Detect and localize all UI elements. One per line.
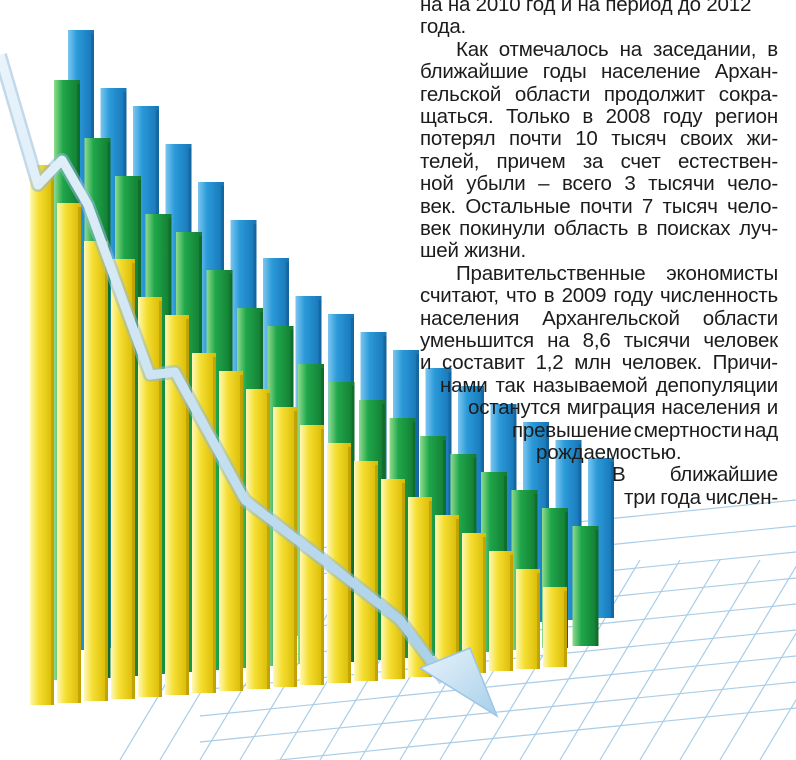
yellow-bar <box>489 551 513 671</box>
bar-shadow <box>107 142 111 678</box>
grid-line <box>559 559 681 760</box>
green-bar <box>572 526 599 646</box>
bar-shadow <box>448 372 452 628</box>
bar-shadow <box>240 375 243 691</box>
bar-shadow <box>294 411 297 687</box>
bar-shadow <box>186 319 189 695</box>
grid-line <box>599 559 721 760</box>
bar-shadow <box>564 591 567 667</box>
yellow-bar <box>516 569 540 669</box>
bar-shadow <box>105 245 108 701</box>
grid-line <box>639 559 761 760</box>
bar-shadow <box>402 483 405 679</box>
yellow-bar <box>354 461 378 681</box>
bar-shadow <box>351 386 355 662</box>
bar-shadow <box>78 207 81 703</box>
bar-shadow <box>510 555 513 671</box>
grid-line <box>273 707 796 760</box>
bar-shadow <box>159 301 162 697</box>
bar-shadow <box>51 169 54 705</box>
bar-shadow <box>375 465 378 681</box>
bar-shadow <box>595 530 599 646</box>
yellow-bar <box>435 515 459 675</box>
bar-series-group <box>30 30 614 705</box>
downward-trend-arrow <box>0 53 499 718</box>
yellow-bar <box>273 407 297 687</box>
yellow-bar <box>84 241 108 701</box>
bar-shadow <box>348 447 351 683</box>
yellow-bar <box>30 165 54 705</box>
yellow-bar <box>381 479 405 679</box>
yellow-bar <box>246 389 270 689</box>
grid-line <box>759 698 796 760</box>
bar-shadow <box>456 519 459 675</box>
grid-line <box>519 559 641 760</box>
bar-shadow <box>132 263 135 699</box>
grid-line <box>719 632 796 760</box>
yellow-bar <box>57 203 81 703</box>
bar-shadow <box>537 573 540 669</box>
bar-shadow <box>213 357 216 693</box>
yellow-bar <box>219 371 243 691</box>
bar-shadow <box>267 393 270 689</box>
bar-shadow <box>565 512 568 648</box>
grid-line <box>199 681 796 743</box>
grid-line <box>679 565 796 760</box>
bar-shadow <box>611 462 614 618</box>
bar-shadow <box>416 354 419 630</box>
yellow-bar <box>543 587 567 667</box>
bar-shadow <box>429 501 432 677</box>
bar-shadow <box>483 537 486 673</box>
